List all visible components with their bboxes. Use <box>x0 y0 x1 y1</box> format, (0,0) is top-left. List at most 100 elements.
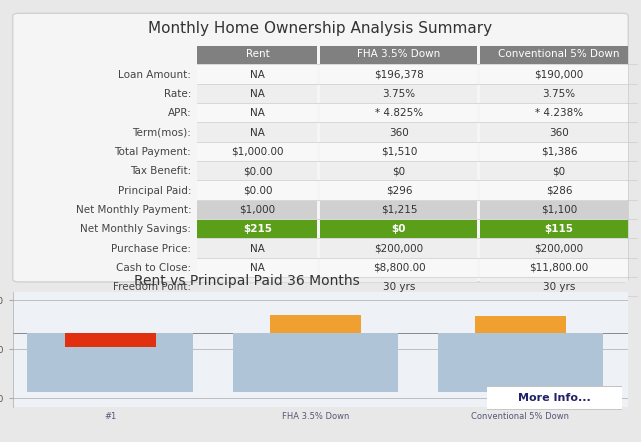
Text: 30 yrs: 30 yrs <box>543 282 575 292</box>
Text: 3.75%: 3.75% <box>542 89 576 99</box>
FancyBboxPatch shape <box>197 46 317 64</box>
FancyBboxPatch shape <box>320 259 478 277</box>
Bar <box>28 333 193 392</box>
FancyBboxPatch shape <box>197 104 317 122</box>
FancyBboxPatch shape <box>481 162 637 180</box>
Text: Freedom Point:: Freedom Point: <box>113 282 191 292</box>
FancyBboxPatch shape <box>481 104 637 122</box>
Bar <box>438 333 603 392</box>
FancyBboxPatch shape <box>197 239 317 258</box>
Text: NA: NA <box>250 128 265 137</box>
Text: $296: $296 <box>386 186 412 195</box>
Text: $1,000: $1,000 <box>239 205 276 215</box>
Text: * 4.825%: * 4.825% <box>375 108 423 118</box>
FancyBboxPatch shape <box>197 201 317 219</box>
Text: $215: $215 <box>243 224 272 234</box>
FancyBboxPatch shape <box>481 123 637 142</box>
FancyBboxPatch shape <box>481 278 637 297</box>
FancyBboxPatch shape <box>320 84 478 103</box>
Text: Loan Amount:: Loan Amount: <box>119 69 191 80</box>
FancyBboxPatch shape <box>320 104 478 122</box>
Text: $1,510: $1,510 <box>381 147 417 157</box>
FancyBboxPatch shape <box>320 220 478 238</box>
Text: Tax Benefit:: Tax Benefit: <box>130 166 191 176</box>
FancyBboxPatch shape <box>197 162 317 180</box>
Text: $1,215: $1,215 <box>381 205 417 215</box>
Text: $0: $0 <box>392 224 406 234</box>
Bar <box>475 316 566 333</box>
Text: Net Monthly Savings:: Net Monthly Savings: <box>80 224 191 234</box>
Text: Cash to Close:: Cash to Close: <box>116 263 191 273</box>
FancyBboxPatch shape <box>481 84 637 103</box>
FancyBboxPatch shape <box>481 220 637 238</box>
Text: Net Monthly Payment:: Net Monthly Payment: <box>76 205 191 215</box>
Text: NA: NA <box>250 69 265 80</box>
Text: $8,800.00: $8,800.00 <box>372 263 425 273</box>
Text: $0.00: $0.00 <box>243 166 272 176</box>
Text: Total Payment:: Total Payment: <box>115 147 191 157</box>
FancyBboxPatch shape <box>197 65 317 84</box>
FancyBboxPatch shape <box>481 239 637 258</box>
Text: NA: NA <box>250 244 265 254</box>
FancyBboxPatch shape <box>320 162 478 180</box>
FancyBboxPatch shape <box>197 123 317 142</box>
Text: Term(mos):: Term(mos): <box>133 128 191 137</box>
Text: $0: $0 <box>553 166 565 176</box>
FancyBboxPatch shape <box>197 142 317 161</box>
FancyBboxPatch shape <box>320 278 478 297</box>
Text: FHA 3.5% Down: FHA 3.5% Down <box>357 50 440 59</box>
Text: 30 yrs: 30 yrs <box>383 282 415 292</box>
Title: Rent vs Principal Paid 36 Months: Rent vs Principal Paid 36 Months <box>134 274 360 288</box>
Text: APR:: APR: <box>167 108 191 118</box>
Text: NA: NA <box>250 108 265 118</box>
FancyBboxPatch shape <box>320 239 478 258</box>
Bar <box>65 333 156 347</box>
Text: $1,100: $1,100 <box>541 205 577 215</box>
Text: 3.75%: 3.75% <box>383 89 415 99</box>
FancyBboxPatch shape <box>481 201 637 219</box>
Text: Rate:: Rate: <box>164 89 191 99</box>
Text: Rent: Rent <box>246 50 269 59</box>
FancyBboxPatch shape <box>320 142 478 161</box>
Text: $11,800.00: $11,800.00 <box>529 263 588 273</box>
Text: $1,386: $1,386 <box>541 147 577 157</box>
Text: $1,000.00: $1,000.00 <box>231 147 284 157</box>
Text: Principal Paid:: Principal Paid: <box>118 186 191 195</box>
Text: * 4.238%: * 4.238% <box>535 108 583 118</box>
Text: $115: $115 <box>544 224 574 234</box>
Text: $190,000: $190,000 <box>535 69 583 80</box>
Text: $0.00: $0.00 <box>243 186 272 195</box>
Text: $196,378: $196,378 <box>374 69 424 80</box>
Text: $286: $286 <box>545 186 572 195</box>
Text: Monthly Home Ownership Analysis Summary: Monthly Home Ownership Analysis Summary <box>149 21 492 36</box>
FancyBboxPatch shape <box>320 46 478 64</box>
Text: $200,000: $200,000 <box>535 244 583 254</box>
Text: 360: 360 <box>549 128 569 137</box>
Bar <box>270 315 361 333</box>
FancyBboxPatch shape <box>197 181 317 200</box>
Text: Conventional 5% Down: Conventional 5% Down <box>498 50 620 59</box>
Bar <box>233 333 398 392</box>
FancyBboxPatch shape <box>320 123 478 142</box>
Text: More Info...: More Info... <box>518 393 591 403</box>
FancyBboxPatch shape <box>197 220 317 238</box>
FancyBboxPatch shape <box>320 65 478 84</box>
FancyBboxPatch shape <box>481 181 637 200</box>
FancyBboxPatch shape <box>13 13 628 282</box>
Text: $200,000: $200,000 <box>374 244 424 254</box>
FancyBboxPatch shape <box>320 181 478 200</box>
Text: 360: 360 <box>389 128 409 137</box>
FancyBboxPatch shape <box>197 278 317 297</box>
FancyBboxPatch shape <box>320 201 478 219</box>
Text: NA: NA <box>250 89 265 99</box>
FancyBboxPatch shape <box>481 65 637 84</box>
FancyBboxPatch shape <box>481 46 637 64</box>
Text: Purchase Price:: Purchase Price: <box>112 244 191 254</box>
FancyBboxPatch shape <box>481 142 637 161</box>
FancyBboxPatch shape <box>197 259 317 277</box>
Text: $0: $0 <box>392 166 406 176</box>
FancyBboxPatch shape <box>483 386 626 410</box>
FancyBboxPatch shape <box>481 259 637 277</box>
FancyBboxPatch shape <box>197 84 317 103</box>
Text: NA: NA <box>250 263 265 273</box>
